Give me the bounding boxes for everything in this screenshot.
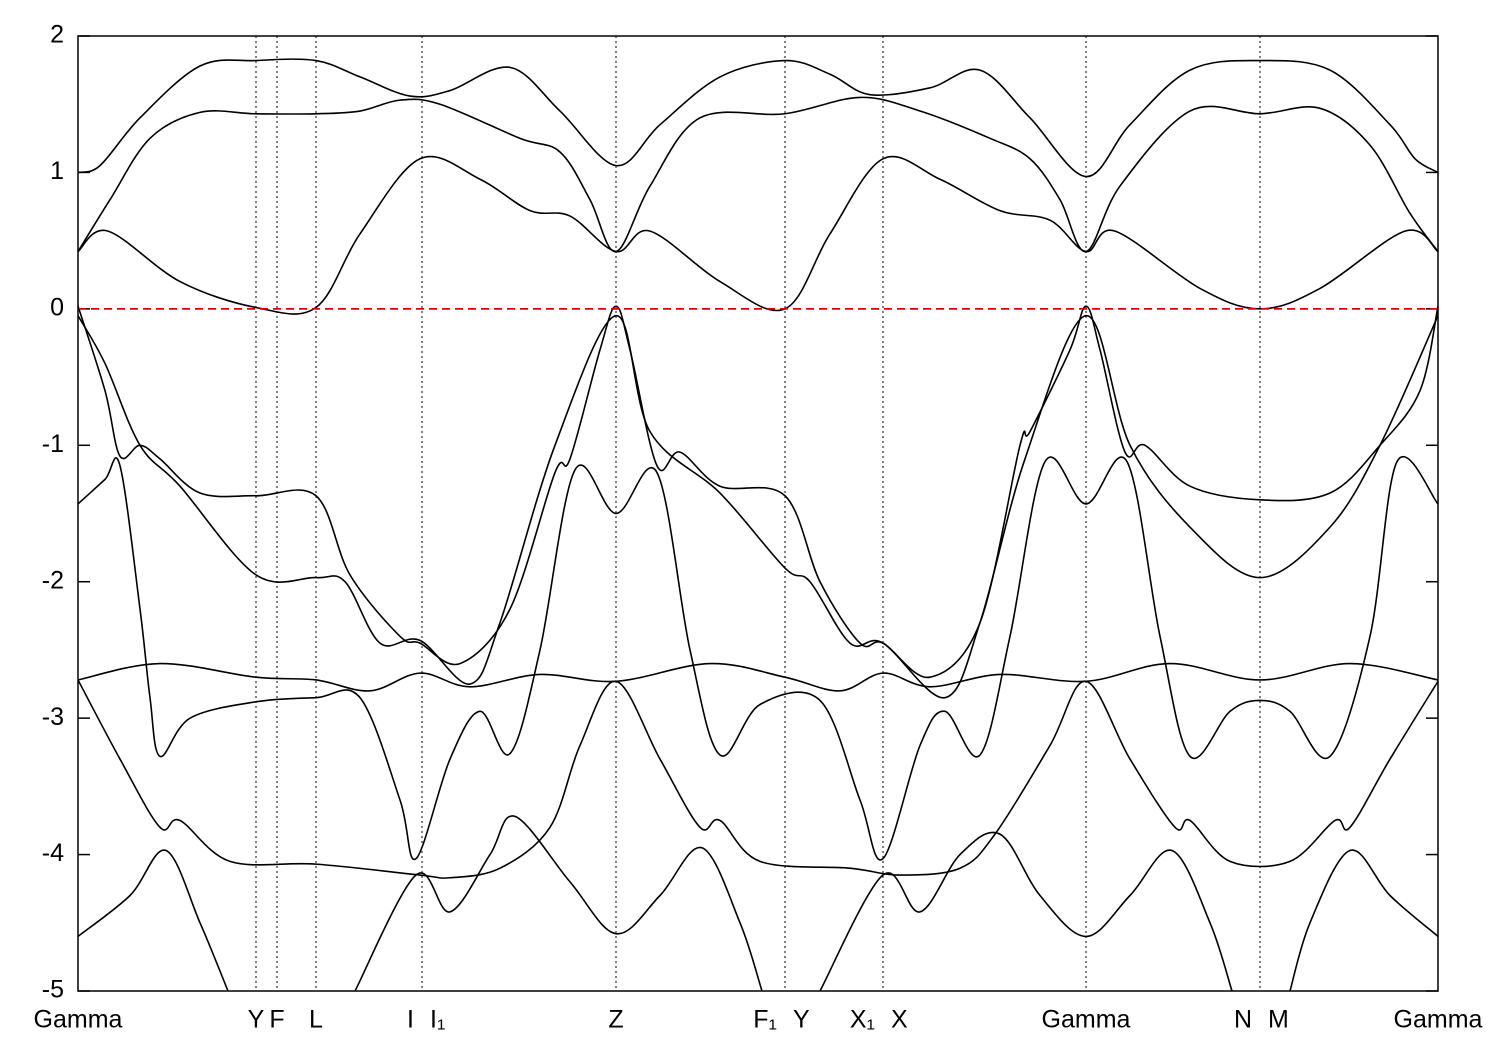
band-line <box>78 679 1438 879</box>
plot-area <box>78 58 1438 991</box>
plot-frame <box>77 35 1439 992</box>
y-tick-label: -4 <box>42 839 64 867</box>
band-line <box>78 58 1438 178</box>
band-line <box>78 815 1438 991</box>
y-tick-label: 1 <box>50 157 64 185</box>
x-tick-label: Y <box>248 1006 265 1034</box>
x-tick-label: F₁ <box>753 1006 777 1034</box>
y-tick-label: -2 <box>42 566 64 594</box>
x-tick-label: Z <box>608 1006 623 1034</box>
band-line <box>78 456 1438 861</box>
y-tick-label: 2 <box>50 21 64 49</box>
x-tick-label: I <box>407 1006 414 1034</box>
x-tick-label: N <box>1234 1006 1252 1034</box>
band-line <box>78 314 1438 699</box>
x-tick-label: Y <box>793 1006 810 1034</box>
y-tick-label: 0 <box>50 293 64 321</box>
x-tick-label: L <box>309 1006 323 1034</box>
x-tick-label: Gamma <box>34 1006 123 1034</box>
y-tick-label: -1 <box>42 430 64 458</box>
band-line <box>78 155 1438 315</box>
x-tick-label: Gamma <box>1042 1006 1131 1034</box>
band-line <box>78 662 1438 692</box>
y-tick-label: -5 <box>42 976 64 1004</box>
band-line <box>78 305 1438 679</box>
x-tick-label: X₁ <box>850 1006 875 1034</box>
x-tick-label: M <box>1268 1006 1289 1034</box>
x-tick-label: X <box>891 1006 908 1034</box>
x-tick-label: F <box>269 1006 284 1034</box>
x-tick-label: Gamma <box>1394 1006 1483 1034</box>
y-tick-label: -3 <box>42 703 64 731</box>
x-tick-label: I₁ <box>430 1006 445 1034</box>
band-line <box>78 96 1438 253</box>
